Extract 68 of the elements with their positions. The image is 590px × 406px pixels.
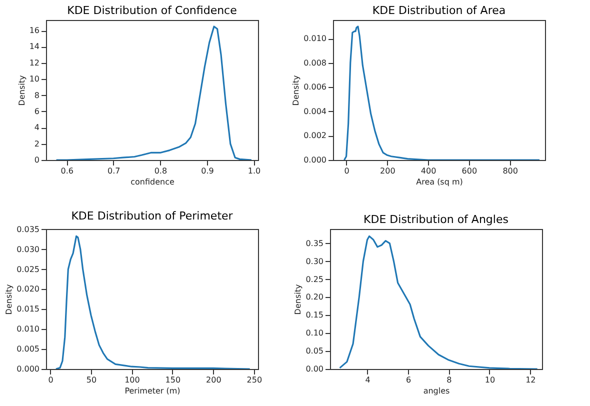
chart-title: KDE Distribution of Angles: [364, 213, 509, 226]
y-tick-label: 8: [34, 90, 40, 100]
x-tick-label: 150: [165, 376, 181, 384]
y-tick-label: 0.020: [16, 284, 40, 294]
line-series: [55, 235, 251, 369]
x-tick-label: 800: [502, 166, 518, 176]
y-tick-label: 0.30: [306, 256, 324, 266]
y-axis-title: Density: [17, 75, 26, 106]
y-tick-label: 10: [29, 74, 40, 84]
x-tick-label: 50: [86, 376, 97, 384]
y-tick-label: 14: [29, 42, 40, 52]
y-tick-label: 0.006: [304, 82, 326, 92]
y-tick-label: 2: [34, 139, 40, 148]
line-series: [55, 26, 252, 160]
chart-title: KDE Distribution of Area: [372, 4, 506, 17]
x-tick-label: 4: [365, 376, 370, 384]
x-tick-label: 1.0: [248, 166, 261, 176]
x-tick-label: 250: [246, 376, 262, 384]
y-tick-label: 0.030: [16, 244, 40, 254]
y-tick-label: 0.008: [304, 58, 326, 68]
x-axis-title: angles: [423, 386, 450, 396]
x-tick-label: 100: [124, 376, 140, 384]
y-tick-label: 0.002: [304, 131, 326, 140]
chart-title: KDE Distribution of Confidence: [67, 4, 238, 17]
y-tick-label: 0.00: [306, 364, 324, 374]
x-tick-label: 10: [484, 376, 496, 384]
y-tick-label: 0.35: [306, 238, 324, 248]
y-tick-label: 0.20: [306, 292, 324, 302]
y-tick-label: 4: [34, 123, 40, 132]
x-axis-title: Perimeter (m): [124, 386, 180, 396]
x-tick-label: 6: [406, 376, 412, 384]
x-tick-label: 200: [206, 376, 222, 384]
x-tick-label: 400: [420, 166, 436, 176]
x-tick-label: 0.6: [60, 166, 74, 176]
line-series: [343, 26, 540, 160]
y-tick-label: 0.015: [16, 304, 40, 314]
x-tick-label: 0: [344, 166, 350, 176]
x-tick-label: 0.9: [201, 166, 214, 176]
y-tick-label: 0.000: [16, 364, 40, 374]
x-tick-label: 0.7: [108, 166, 120, 176]
x-axis-title: confidence: [130, 178, 174, 186]
y-tick-label: 0: [34, 156, 40, 164]
y-axis-title: Density: [294, 284, 303, 315]
y-tick-label: 0.004: [304, 106, 326, 116]
y-tick-label: 0.010: [304, 34, 326, 44]
x-tick-label: 12: [526, 376, 536, 384]
y-tick-label: 0.035: [16, 224, 40, 234]
y-tick-label: 0.15: [306, 310, 324, 320]
y-axis-title: Density: [4, 284, 14, 315]
chart-title: KDE Distribution of Perimeter: [71, 209, 234, 222]
y-tick-label: 12: [29, 58, 40, 68]
x-axis-title: Area (sq m): [416, 178, 463, 186]
y-tick-label: 0.10: [306, 328, 324, 338]
y-tick-label: 0.025: [16, 264, 40, 274]
x-tick-label: 600: [462, 166, 478, 176]
y-axis-title: Density: [292, 75, 301, 106]
x-tick-label: 0.8: [154, 166, 168, 176]
x-tick-label: 0: [48, 376, 54, 384]
y-tick-label: 0.000: [304, 156, 326, 164]
y-tick-label: 0.05: [306, 346, 324, 356]
x-tick-label: 200: [380, 166, 396, 176]
y-tick-label: 0.010: [16, 324, 40, 334]
y-tick-label: 6: [34, 106, 40, 116]
y-tick-label: 16: [29, 26, 40, 36]
x-tick-label: 8: [446, 376, 452, 384]
line-series: [338, 235, 538, 369]
y-tick-label: 0.25: [306, 274, 324, 284]
y-tick-label: 0.005: [16, 344, 40, 354]
